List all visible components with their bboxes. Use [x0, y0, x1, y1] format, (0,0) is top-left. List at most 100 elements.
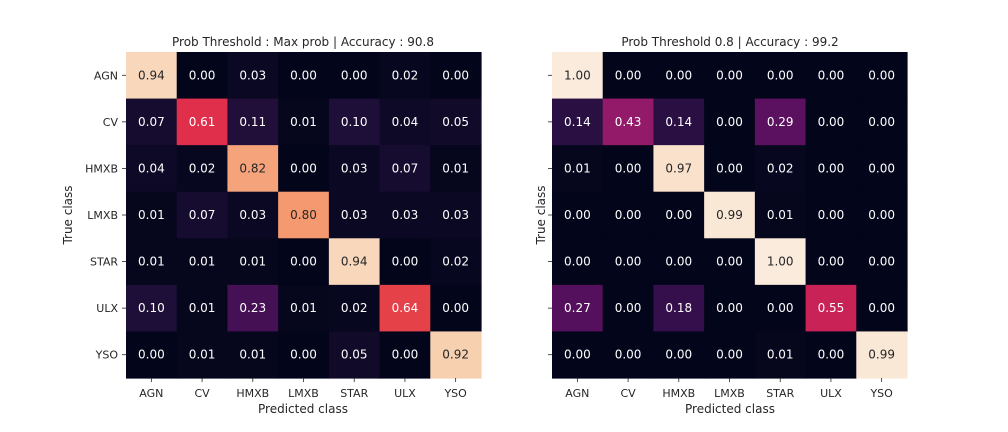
heatmap-cell	[379, 331, 431, 379]
cell-value-label: 0.01	[290, 301, 317, 315]
cell-value-label: 0.01	[767, 208, 794, 222]
heatmap-cell	[227, 52, 279, 100]
heatmap-cell	[856, 238, 908, 286]
cell-value-label: 0.00	[868, 301, 895, 315]
heatmap-cell	[653, 191, 705, 239]
heatmap-cell	[430, 52, 482, 100]
x-tick-label: CV	[620, 387, 636, 400]
heatmap-cell	[430, 284, 482, 333]
y-tick-marks	[548, 74, 552, 356]
y-axis-label: True class	[534, 185, 548, 245]
cell-value-label: 0.80	[290, 208, 317, 222]
cell-value-label: 0.00	[189, 68, 216, 82]
cell-value-label: 0.00	[767, 68, 794, 82]
heatmap-cell	[328, 238, 381, 286]
cell-value-label: 0.00	[564, 255, 591, 269]
cell-value-label: 0.00	[615, 255, 642, 269]
heatmap-cell	[856, 145, 908, 193]
heatmap-cell	[278, 98, 330, 146]
cell-value-label: 0.55	[818, 301, 845, 315]
heatmap-cell	[126, 331, 178, 379]
heatmap-cell	[653, 145, 705, 193]
cell-value-label: 0.00	[290, 161, 317, 175]
cell-value-label: 0.27	[564, 301, 591, 315]
cell-value-label: 0.04	[392, 115, 419, 129]
cell-value-label: 0.00	[290, 348, 317, 362]
heatmap-cell	[552, 331, 604, 379]
cell-value-label: 0.05	[442, 115, 469, 129]
heatmap-cell	[430, 331, 482, 379]
heatmap-cell	[379, 145, 431, 193]
heatmap-cell	[227, 331, 279, 379]
heatmap-cell	[805, 98, 857, 146]
y-tick-labels: AGN CV HMXB LMXB STAR ULX YSO	[85, 69, 126, 362]
heatmap-cell	[754, 191, 807, 239]
cell-value-label: 0.03	[239, 208, 266, 222]
cell-value-label: 0.00	[665, 348, 692, 362]
x-tick-label: YSO	[443, 387, 467, 400]
heatmap-cell	[602, 191, 655, 239]
cell-value-label: 0.43	[615, 115, 642, 129]
cell-value-label: 0.00	[716, 348, 743, 362]
x-tick-label: LMXB	[714, 387, 745, 400]
cell-value-label: 0.00	[138, 348, 165, 362]
heatmap-cell	[805, 284, 857, 333]
cell-value-label: 0.00	[665, 255, 692, 269]
cell-value-label: 0.00	[818, 208, 845, 222]
heatmap-cell	[805, 238, 857, 286]
heatmap-cell	[227, 98, 279, 146]
x-tick-label: HMXB	[236, 387, 269, 400]
cell-value-label: 0.23	[239, 301, 266, 315]
cell-value-label: 0.94	[138, 68, 165, 82]
cell-value-label: 0.61	[189, 115, 216, 129]
heatmap-cell	[653, 284, 705, 333]
cell-value-label: 0.00	[290, 255, 317, 269]
heatmap-cell	[704, 52, 756, 100]
heatmap-cell	[328, 52, 381, 100]
heatmap-cell	[278, 52, 330, 100]
cell-value-label: 0.00	[564, 208, 591, 222]
heatmap-cell	[126, 98, 178, 146]
heatmap-cell	[328, 331, 381, 379]
cell-value-label: 0.00	[868, 115, 895, 129]
cell-value-label: 0.00	[716, 301, 743, 315]
heatmap-cell	[278, 284, 330, 333]
heatmap-cell	[856, 98, 908, 146]
cell-value-label: 0.00	[665, 68, 692, 82]
cell-value-label: 0.01	[767, 348, 794, 362]
heatmap-cell	[379, 191, 431, 239]
y-tick-label: CV	[103, 116, 119, 129]
panel-title: Prob Threshold 0.8 | Accuracy : 99.2	[621, 35, 838, 49]
heatmap-cell	[856, 331, 908, 379]
heatmap-cell	[278, 191, 330, 239]
cell-value-label: 0.82	[239, 161, 266, 175]
heatmap-cell	[227, 284, 279, 333]
x-tick-label: CV	[194, 387, 210, 400]
cell-value-label: 0.00	[716, 68, 743, 82]
heatmap-cell	[176, 238, 229, 286]
cell-value-label: 0.10	[138, 301, 165, 315]
cell-value-label: 0.01	[239, 255, 266, 269]
cell-value-label: 0.00	[615, 301, 642, 315]
heatmap-panel-threshold-0-8: Prob Threshold 0.8 | Accuracy : 99.2 1.0…	[534, 35, 908, 416]
heatmap-cell	[328, 191, 381, 239]
y-tick-label: HMXB	[85, 162, 118, 175]
x-tick-label: HMXB	[662, 387, 695, 400]
heatmap-cell	[227, 145, 279, 193]
x-tick-label: STAR	[766, 387, 794, 400]
cell-value-label: 0.02	[189, 161, 216, 175]
cell-value-label: 0.01	[564, 161, 591, 175]
cell-value-label: 0.00	[818, 115, 845, 129]
heatmap-cell	[379, 52, 431, 100]
cell-value-label: 0.00	[818, 161, 845, 175]
x-tick-label: AGN	[139, 387, 163, 400]
heatmap-cell	[430, 191, 482, 239]
cell-value-label: 0.99	[868, 348, 895, 362]
heatmap-cell	[754, 98, 807, 146]
cell-value-label: 0.00	[818, 255, 845, 269]
heatmap-cell	[552, 98, 604, 146]
cell-value-label: 0.01	[442, 161, 469, 175]
heatmap-cell	[430, 145, 482, 193]
heatmap-cell	[754, 52, 807, 100]
heatmap-cell	[430, 98, 482, 146]
